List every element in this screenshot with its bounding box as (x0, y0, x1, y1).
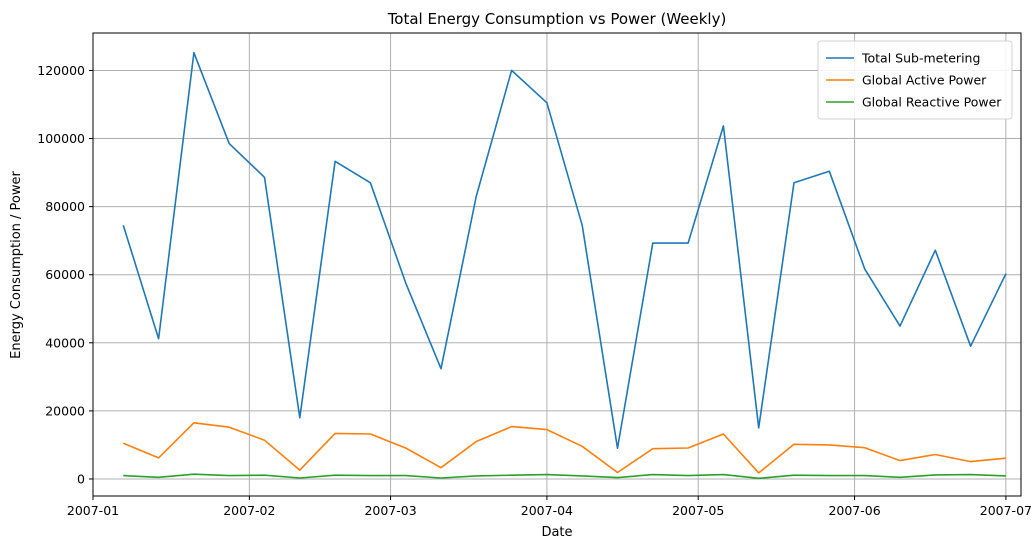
series-lines (122, 51, 1007, 480)
x-axis-label: Date (541, 525, 572, 540)
y-tick-label: 100000 (37, 131, 85, 146)
x-tick-label: 2007-07 (980, 503, 1031, 518)
y-axis-ticks: 0 20000 40000 60000 80000 100000 120000 (37, 63, 93, 486)
plot-frame (92, 32, 1022, 497)
series-line-total-sub-metering (122, 51, 1007, 450)
y-tick-label: 80000 (45, 199, 85, 214)
y-tick-label: 40000 (45, 335, 85, 350)
x-tick-label: 2007-03 (364, 503, 416, 518)
y-tick-label: 60000 (45, 267, 85, 282)
legend-label: Global Active Power (862, 73, 987, 88)
chart-title: Total Energy Consumption vs Power (Weekl… (387, 10, 727, 28)
legend-box (817, 40, 1013, 120)
legend-label: Global Reactive Power (862, 95, 1002, 110)
x-tick-label: 2007-06 (828, 503, 880, 518)
x-tick-label: 2007-05 (672, 503, 724, 518)
y-tick-label: 120000 (37, 63, 85, 78)
x-tick-label: 2007-02 (223, 503, 275, 518)
legend: Total Sub-metering Global Active Power Glo… (817, 40, 1013, 120)
y-tick-label: 0 (77, 471, 85, 486)
series-line-global-active-power (122, 421, 1006, 474)
x-axis-ticks: 2007-01 2007-02 2007-03 2007-04 2007-05 2007-… (67, 496, 1031, 518)
y-axis-label: Energy Consumption / Power (9, 171, 24, 359)
y-tick-label: 20000 (45, 403, 85, 418)
legend-label: Total Sub-metering (861, 51, 980, 66)
x-tick-label: 2007-01 (67, 503, 119, 518)
x-tick-label: 2007-04 (521, 503, 573, 518)
series-line-global-reactive-power (123, 473, 1006, 480)
